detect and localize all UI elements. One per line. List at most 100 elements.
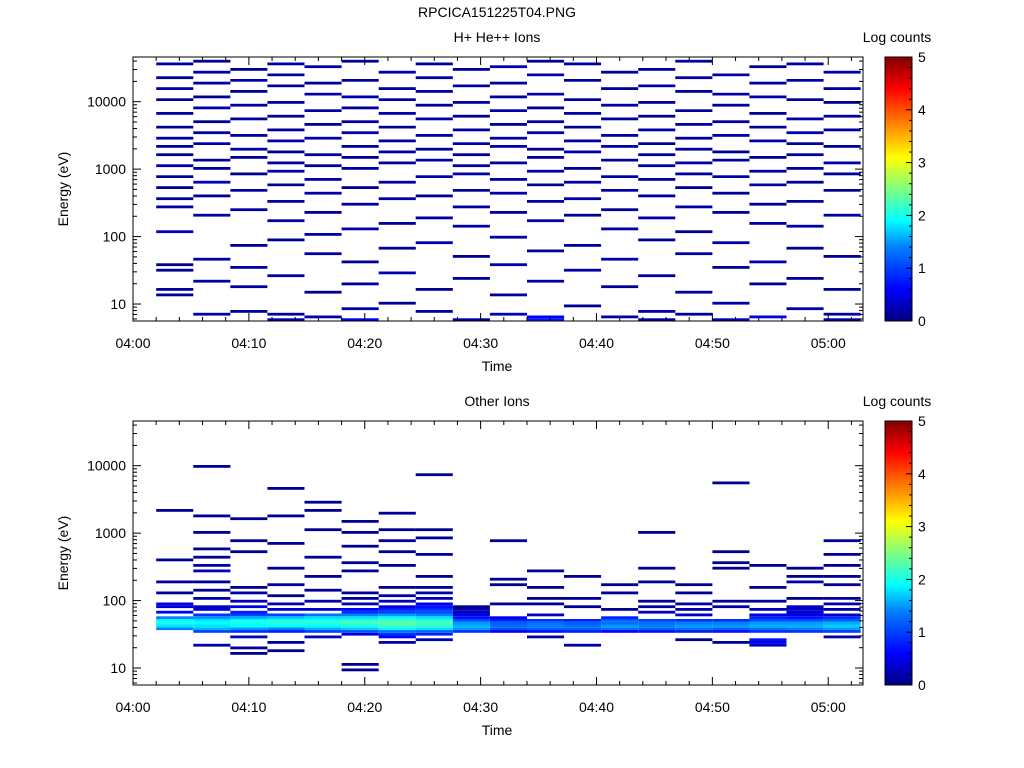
heatmap-cell xyxy=(304,627,342,631)
heatmap-cell xyxy=(415,602,453,606)
heatmap-cell xyxy=(452,621,490,625)
heatmap-cell xyxy=(304,136,342,140)
heatmap-cell xyxy=(378,599,416,603)
y-tick-label: 100 xyxy=(103,593,127,609)
heatmap-cell xyxy=(712,158,750,162)
heatmap-cell xyxy=(489,235,527,239)
colorbar-tick-label: 5 xyxy=(918,49,926,65)
heatmap-cell xyxy=(786,98,824,101)
heatmap-cell xyxy=(193,106,231,110)
heatmap-cell xyxy=(823,128,861,132)
heatmap-cell xyxy=(638,178,676,181)
heatmap-cell xyxy=(823,101,861,104)
heatmap-cell xyxy=(786,624,824,628)
heatmap-cell xyxy=(564,575,602,578)
heatmap-cell xyxy=(452,189,490,192)
heatmap-cell xyxy=(527,120,565,124)
heatmap-cell xyxy=(452,616,490,620)
heatmap-cell xyxy=(564,139,602,143)
heatmap-cell xyxy=(156,619,194,622)
heatmap-cell xyxy=(823,145,861,148)
heatmap-cell xyxy=(156,605,194,609)
heatmap-cell xyxy=(230,156,268,159)
heatmap-cell xyxy=(378,613,416,617)
heatmap-cell xyxy=(489,627,527,631)
heatmap-cell xyxy=(823,575,861,578)
heatmap-cell xyxy=(193,597,231,600)
heatmap-cell xyxy=(601,134,639,137)
heatmap-cell xyxy=(823,539,861,543)
heatmap-cell xyxy=(156,293,194,297)
heatmap-cell xyxy=(193,547,231,551)
heatmap-cell xyxy=(786,224,824,228)
heatmap-cell xyxy=(527,597,565,600)
heatmap-cell xyxy=(786,277,824,280)
heatmap-cell xyxy=(193,514,231,518)
heatmap-cell xyxy=(230,539,268,543)
heatmap-cell xyxy=(638,566,676,570)
heatmap-cell xyxy=(489,621,527,625)
heatmap-cell xyxy=(267,318,305,322)
heatmap-cell xyxy=(712,619,750,622)
heatmap-cell xyxy=(601,87,639,90)
heatmap-cell xyxy=(564,62,602,66)
heatmap-cell xyxy=(193,142,231,145)
heatmap-cell xyxy=(193,312,231,316)
x-tick-label: 05:00 xyxy=(811,335,846,351)
heatmap-cell xyxy=(341,59,379,63)
heatmap-cell xyxy=(527,106,565,110)
heatmap-cell xyxy=(638,619,676,622)
heatmap-cell xyxy=(378,564,416,567)
heatmap-cell xyxy=(230,189,268,192)
heatmap-cell xyxy=(823,213,861,217)
y-tick-label: 10000 xyxy=(87,458,126,474)
heatmap-cell xyxy=(823,608,861,611)
heatmap-cell xyxy=(267,641,305,644)
heatmap-cell xyxy=(415,624,453,628)
heatmap-cell xyxy=(489,95,527,99)
heatmap-cell xyxy=(156,230,194,234)
heatmap-cell xyxy=(489,178,527,181)
heatmap-cell xyxy=(786,627,824,631)
heatmap-cell xyxy=(415,610,453,614)
heatmap-cell xyxy=(823,318,861,322)
heatmap-cell xyxy=(823,312,861,316)
colorbar-label: Log counts xyxy=(863,29,932,45)
heatmap-cell xyxy=(786,630,824,633)
heatmap-cell xyxy=(452,627,490,631)
heatmap-cell xyxy=(489,211,527,214)
heatmap-cell xyxy=(749,613,787,617)
x-tick-label: 05:00 xyxy=(811,699,846,715)
heatmap-cell xyxy=(489,619,527,622)
heatmap-cell xyxy=(675,109,713,112)
heatmap-cell xyxy=(712,566,750,570)
heatmap-cell xyxy=(230,586,268,589)
heatmap-cell xyxy=(749,81,787,85)
heatmap-cell xyxy=(675,230,713,234)
heatmap-cell xyxy=(415,158,453,162)
heatmap-cell xyxy=(675,59,713,63)
heatmap-cell xyxy=(712,641,750,644)
heatmap-cell xyxy=(749,624,787,628)
heatmap-cell xyxy=(749,125,787,129)
heatmap-cell xyxy=(712,301,750,305)
heatmap-cell xyxy=(527,613,565,617)
heatmap-cell xyxy=(378,139,416,143)
heatmap-cell xyxy=(193,194,231,198)
heatmap-cell xyxy=(489,583,527,587)
heatmap-cell xyxy=(156,602,194,606)
heatmap-cell xyxy=(749,95,787,99)
heatmap-cell xyxy=(712,191,750,195)
heatmap-cell xyxy=(230,624,268,628)
heatmap-cell xyxy=(452,205,490,209)
heatmap-cell xyxy=(415,591,453,595)
heatmap-cell xyxy=(527,73,565,77)
heatmap-cell xyxy=(675,602,713,606)
heatmap-cell xyxy=(304,621,342,625)
colorbar-tick-label: 2 xyxy=(918,571,926,587)
heatmap-cell xyxy=(304,81,342,85)
heatmap-cell xyxy=(341,624,379,628)
heatmap-cell xyxy=(378,621,416,625)
heatmap-cell xyxy=(823,630,861,633)
